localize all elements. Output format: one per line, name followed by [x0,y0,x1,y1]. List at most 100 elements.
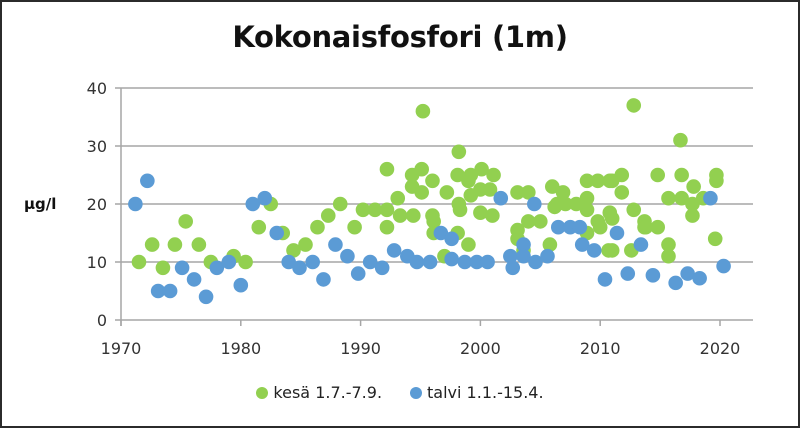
data-point [521,185,536,200]
data-point [362,254,378,270]
data-point [451,144,467,160]
x-tick-label: 2020 [700,339,741,358]
data-point [590,173,606,189]
data-point [674,190,689,206]
data-point [386,243,402,258]
series-winter [128,173,731,305]
data-point [150,283,166,299]
data-point [550,219,566,235]
data-point [128,196,143,212]
data-point [433,225,449,241]
data-point [414,161,429,177]
data-point [650,167,666,183]
data-point [579,190,595,206]
data-point [692,270,707,286]
data-point [544,179,560,194]
data-point [680,266,695,281]
y-tick-label: 40 [87,79,107,98]
data-point [379,161,395,177]
data-point [374,260,390,276]
data-point [409,254,425,270]
data-point [298,237,313,252]
data-point [463,167,479,183]
data-point [527,196,542,212]
data-point [286,243,301,258]
data-point [572,219,588,235]
data-point [626,202,642,218]
data-point [528,254,543,270]
data-point [461,237,476,252]
data-point [450,167,465,183]
data-point [473,205,488,220]
data-point [604,211,620,226]
data-point [316,272,331,287]
data-point [140,173,155,189]
data-point [516,248,531,264]
data-point [379,219,395,235]
data-point [579,202,595,218]
data-point [347,219,362,235]
data-point [716,258,731,274]
data-point [198,289,214,305]
legend-label-winter: talvi 1.1.-15.4. [427,383,544,402]
data-point [626,98,642,113]
data-point [174,260,190,276]
data-point [332,196,348,212]
data-point [406,208,421,223]
y-tick-label: 10 [87,253,107,272]
data-point [703,190,718,206]
data-point [686,179,701,194]
data-point [340,248,355,264]
data-point [516,237,531,252]
data-point [444,251,459,267]
x-tick-label: 1980 [220,339,261,358]
data-point [568,196,584,212]
data-point [609,225,625,241]
data-point [367,202,383,218]
data-point [586,243,602,258]
legend-item-summer: kesä 1.7.-7.9. [256,383,382,402]
data-point [178,214,193,229]
y-tick-label: 0 [97,311,107,330]
data-point [668,275,683,291]
data-point [469,254,485,270]
data-point [292,260,307,276]
series-summer [131,98,724,276]
data-point [474,161,489,177]
data-point [674,167,689,183]
data-point [521,214,536,229]
data-point [633,237,649,252]
data-point [510,185,525,200]
data-point [310,219,325,235]
data-point [426,214,441,229]
data-point [597,272,613,287]
data-point [542,237,558,252]
data-point [320,208,336,223]
data-point [661,237,676,252]
data-point [645,268,661,283]
data-point [186,272,202,287]
data-point [661,248,676,264]
data-point [162,283,178,299]
data-point [614,167,630,183]
data-point [209,260,225,276]
legend-item-winter: talvi 1.1.-15.4. [410,383,544,402]
data-point [414,185,429,200]
y-axis-label: µg/l [24,195,56,213]
y-tick-label: 30 [87,137,107,156]
legend: kesä 1.7.-7.9. talvi 1.1.-15.4. [2,383,798,402]
data-point [558,196,573,212]
data-point [245,196,261,212]
data-point [505,260,521,276]
data-point [305,254,320,270]
data-point [251,219,267,235]
data-point [452,202,468,218]
data-point [392,208,408,223]
data-point [390,190,406,206]
data-point [482,182,498,197]
y-tick-label: 20 [87,195,107,214]
data-point [328,237,343,252]
data-point [592,219,608,235]
data-point [485,208,500,223]
